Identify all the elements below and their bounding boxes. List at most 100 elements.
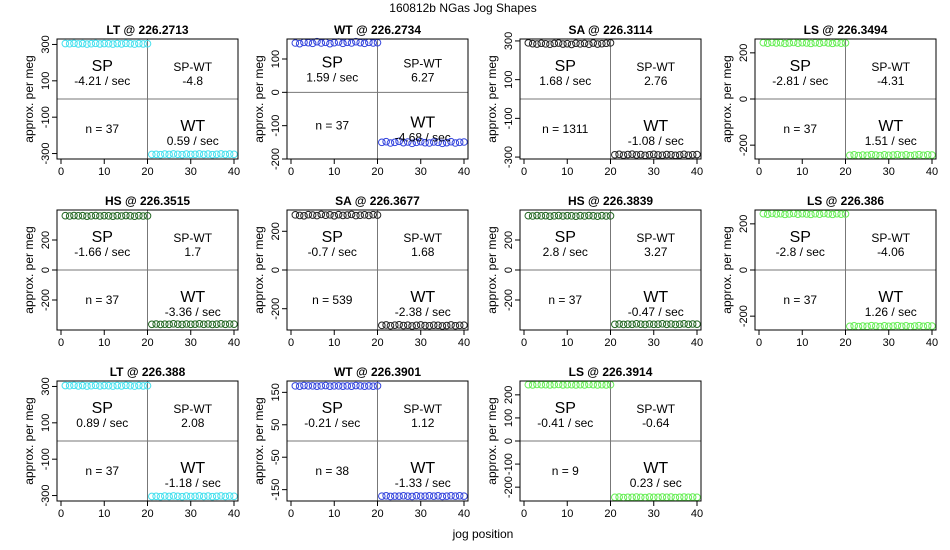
data-point [65, 381, 74, 390]
y-axis-label: approx. per meg [22, 55, 36, 142]
data-point [550, 212, 559, 220]
data-point [152, 492, 160, 501]
data-point [794, 210, 802, 218]
data-point [135, 381, 143, 390]
data-point [408, 322, 416, 330]
sp-rate: 0.89 / sec [76, 416, 128, 430]
y-tick-label: 200 [503, 386, 515, 404]
panel-title: WT @ 226.2734 [334, 23, 421, 37]
spwt-label: SP-WT [871, 231, 910, 245]
wt-label: WT [643, 289, 668, 306]
data-point [658, 320, 667, 328]
data-point [589, 212, 598, 220]
data-point [688, 150, 697, 159]
data-point [395, 492, 403, 500]
data-point [117, 40, 126, 48]
wt-rate: 0.23 / sec [630, 476, 682, 490]
data-point [70, 39, 78, 48]
sp-label: SP [322, 400, 343, 417]
data-point [304, 210, 313, 219]
panel-title: LS @ 226.3494 [804, 23, 888, 37]
data-point [889, 322, 897, 330]
data-point [330, 212, 339, 220]
data-point [421, 321, 429, 330]
data-point [65, 39, 74, 48]
wt-rate: 1.51 / sec [865, 134, 917, 148]
x-tick-label: 40 [691, 337, 703, 349]
y-tick-label: 50 [270, 419, 282, 431]
data-point [339, 39, 347, 48]
x-tick-label: 10 [328, 166, 340, 178]
data-point [395, 137, 403, 146]
wt-label: WT [643, 460, 668, 477]
y-tick-label: 0 [270, 267, 282, 273]
data-point [850, 151, 858, 159]
data-point [191, 492, 199, 501]
data-point [593, 212, 602, 220]
n-count: n = 37 [783, 293, 817, 307]
data-point [662, 150, 671, 159]
data-point [186, 492, 195, 501]
data-point [156, 492, 165, 501]
x-tick-label: 30 [185, 166, 197, 178]
data-point [352, 37, 360, 46]
data-point [645, 493, 654, 501]
data-point [658, 151, 667, 159]
y-tick-label: -200 [503, 289, 515, 311]
data-point [632, 493, 641, 501]
data-point [356, 211, 365, 220]
x-tick-label: 40 [691, 508, 703, 520]
data-point [624, 320, 632, 328]
data-point [654, 320, 662, 328]
data-point [662, 320, 671, 329]
panel-title: WT @ 226.3901 [334, 365, 421, 379]
y-tick-label: 0 [738, 267, 750, 273]
data-point [802, 39, 811, 47]
data-point [632, 320, 641, 328]
data-point [143, 39, 152, 48]
wt-label: WT [410, 115, 435, 132]
x-tick-label: 10 [98, 337, 110, 349]
data-point [230, 492, 238, 501]
wt-label: WT [180, 460, 205, 477]
data-point [667, 320, 675, 328]
data-point [61, 381, 70, 390]
panel-2: WT @ 226.2734 0 10 20 30 40 100 0 -100 -200 approx… [252, 23, 470, 178]
data-point [636, 320, 645, 328]
data-point [837, 39, 845, 47]
n-count: n = 1311 [542, 122, 588, 136]
data-point [867, 321, 876, 330]
data-point [165, 320, 173, 329]
data-point [684, 151, 693, 159]
y-tick-label: 100 [503, 409, 515, 427]
data-point [104, 212, 113, 220]
data-point [680, 493, 688, 501]
data-point [889, 151, 897, 159]
spwt-value: -4.06 [877, 245, 905, 259]
data-point [317, 382, 326, 390]
spwt-label: SP-WT [173, 60, 212, 74]
data-point [563, 211, 572, 220]
data-point [533, 40, 541, 48]
data-point [217, 492, 225, 500]
data-point [460, 321, 468, 329]
panel-7: HS @ 226.3839 0 10 20 30 40 200 0 -200 approx. pe… [485, 194, 703, 349]
data-point [313, 211, 321, 220]
data-point [334, 38, 343, 46]
data-point [295, 39, 304, 48]
data-point [208, 150, 217, 159]
data-point [688, 320, 697, 328]
data-point [212, 150, 221, 159]
data-point [615, 493, 623, 501]
data-point [412, 138, 421, 147]
n-count: n = 37 [85, 122, 119, 136]
data-point [871, 151, 880, 159]
x-tick-label: 40 [458, 166, 470, 178]
x-tick-label: 40 [458, 508, 470, 520]
data-point [928, 151, 936, 159]
sp-label: SP [555, 229, 576, 246]
y-tick-label: -100 [503, 107, 515, 129]
data-point [425, 139, 434, 147]
data-point [204, 150, 212, 158]
data-point [429, 492, 438, 500]
